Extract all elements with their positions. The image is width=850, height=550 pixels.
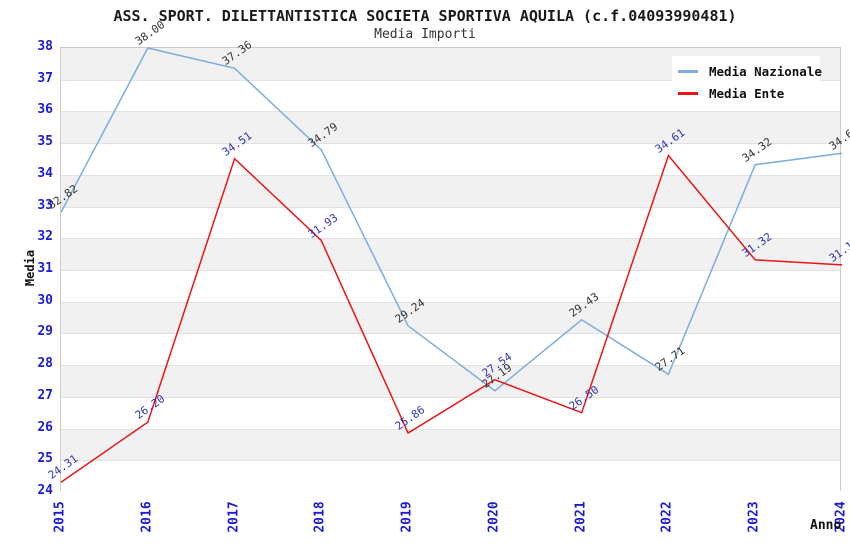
background-band bbox=[61, 238, 840, 270]
gridline bbox=[61, 111, 840, 113]
gridline bbox=[61, 143, 840, 145]
legend-item-media-ente: Media Ente bbox=[678, 82, 820, 104]
gridline bbox=[61, 301, 840, 303]
media-ente-swatch-icon bbox=[678, 91, 698, 95]
background-band bbox=[61, 333, 840, 366]
x-tick-label: 2017 bbox=[226, 501, 242, 533]
y-tick-label: 28 bbox=[37, 356, 53, 372]
y-tick-label: 35 bbox=[37, 134, 53, 150]
gridline bbox=[61, 428, 840, 430]
y-tick-label: 26 bbox=[37, 419, 53, 435]
background-band bbox=[61, 460, 840, 492]
y-tick-label: 38 bbox=[37, 39, 53, 54]
gridline bbox=[61, 174, 840, 176]
legend: Media Nazionale Media Ente bbox=[672, 56, 822, 108]
plot-area: 32.82 38.00 37.36 34.79 29.24 27.19 29.43 27.71… bbox=[46, 18, 850, 492]
background-band bbox=[61, 428, 840, 461]
x-tick-label: 2015 bbox=[52, 501, 68, 533]
x-tick-label: 2022 bbox=[659, 501, 675, 533]
y-tick-label: 34 bbox=[37, 165, 53, 181]
y-tick-label: 31 bbox=[37, 261, 53, 276]
y-tick-label: 24 bbox=[37, 483, 53, 498]
gridline bbox=[61, 270, 840, 271]
x-tick-label: 2016 bbox=[139, 501, 155, 533]
y-tick-label: 37 bbox=[37, 70, 53, 86]
gridline bbox=[61, 333, 840, 335]
x-tick-label: 2019 bbox=[399, 501, 415, 533]
gridline bbox=[61, 365, 840, 367]
gridline bbox=[61, 206, 840, 208]
gridline bbox=[61, 460, 840, 462]
background-band bbox=[61, 143, 840, 175]
x-tick-label: 2020 bbox=[486, 501, 502, 533]
y-tick-label: 29 bbox=[37, 324, 53, 340]
media-nazionale-swatch-icon bbox=[678, 69, 698, 73]
chart-title: ASS. SPORT. DILETTANTISTICA SOCIETA SPOR… bbox=[113, 7, 737, 25]
gridline bbox=[61, 238, 840, 240]
y-tick-label: 32 bbox=[37, 229, 53, 245]
legend-label: Media Nazionale bbox=[709, 63, 822, 79]
background-band bbox=[61, 206, 840, 239]
y-tick-label: 25 bbox=[37, 451, 53, 467]
background-band bbox=[61, 301, 840, 334]
y-tick-label: 36 bbox=[37, 102, 53, 118]
x-tick-label: 2023 bbox=[746, 501, 762, 533]
y-tick-label: 30 bbox=[37, 292, 53, 308]
chart-subtitle: Media Importi bbox=[374, 27, 476, 42]
media-nazionale-line bbox=[60, 47, 843, 392]
background-band bbox=[61, 396, 840, 429]
background-band bbox=[61, 174, 840, 207]
y-tick-label: 27 bbox=[37, 387, 53, 403]
gridline bbox=[61, 79, 840, 81]
gridline bbox=[61, 396, 840, 398]
x-axis-title: Anno bbox=[810, 518, 842, 533]
background-band bbox=[61, 365, 840, 397]
media-ente-line bbox=[60, 153, 843, 483]
y-tick-label: 33 bbox=[37, 197, 53, 213]
x-tick-label: 2021 bbox=[573, 501, 589, 533]
legend-item-media-nazionale: Media Nazionale bbox=[678, 60, 822, 82]
legend-label: Media Ente bbox=[709, 85, 785, 101]
x-tick-label: 2018 bbox=[312, 501, 328, 533]
y-axis-title: Media bbox=[23, 249, 37, 287]
background-band bbox=[61, 111, 840, 144]
